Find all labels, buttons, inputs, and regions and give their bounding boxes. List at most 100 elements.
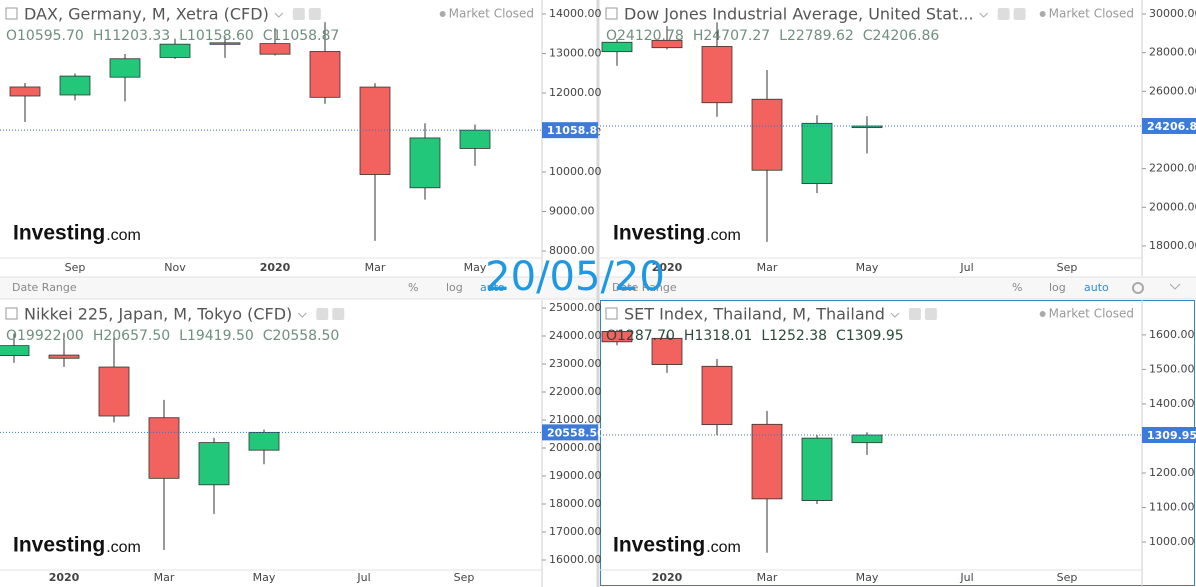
settings-gear[interactable] [1132,282,1144,294]
y-tick-label: 21000.00 [549,413,602,426]
candle-body [409,137,441,189]
y-tick-label: 18000.00 [1149,239,1196,252]
panel-icon [5,7,18,20]
toolbar-button[interactable]: auto [1084,281,1109,294]
dropdown-caret[interactable] [979,12,988,18]
x-tick-label: Jul [356,571,370,584]
candle-body [801,437,833,502]
candle-body [601,41,633,53]
y-tick-label: 18000.00 [549,497,602,510]
ohlc-legend: O1287.70 [606,328,675,344]
candle-body [651,39,683,49]
x-tick-label: 2020 [260,261,291,274]
candle-body [459,129,491,149]
y-tick-label: 8000.00 [549,244,595,257]
y-tick-label: 1200.00 [1149,466,1195,479]
last-price-label: 11058.87 [547,124,605,137]
ohlc-legend: O24120.78 [606,28,684,44]
x-tick-label: Sep [1057,571,1078,584]
candle-body [801,122,833,184]
x-tick-label: Jul [959,571,973,584]
y-tick-label: 13000.00 [549,46,602,59]
watermark: Investing [613,534,705,557]
x-tick-label: May [856,571,879,584]
y-tick-label: 1100.00 [1149,501,1195,514]
x-tick-label: Mar [365,261,386,274]
toolbar-button[interactable]: auto [480,281,505,294]
toolbar-button[interactable]: % [408,281,418,294]
x-tick-label: 2020 [49,571,80,584]
dropdown-caret[interactable] [297,312,307,318]
toolbar-button[interactable]: % [1012,281,1022,294]
y-tick-label: 9000.00 [549,205,595,218]
x-tick-label: May [856,261,879,274]
candle-body [109,58,141,78]
status-dot [1039,11,1046,17]
candle-body [309,51,341,98]
settings-icon[interactable] [308,8,321,20]
candle-body [601,331,633,343]
x-tick-label: Sep [1057,261,1078,274]
y-tick-label: 28000.00 [1149,46,1196,59]
y-tick-label: 26000.00 [1149,84,1196,97]
toolbar-button[interactable]: log [446,281,463,294]
y-tick-label: 1400.00 [1149,397,1195,410]
last-price-label: 1309.95 [1147,429,1196,442]
market-status: Market Closed [1049,7,1134,21]
candle-body [359,86,391,175]
x-tick-label: Sep [454,571,475,584]
settings-icon[interactable] [924,308,937,320]
settings-icon[interactable] [332,308,345,320]
panel-icon [605,7,618,20]
ohlc-legend: H24707.27 [693,28,770,44]
ohlc-legend: C20558.50 [263,328,340,344]
candle-body [751,423,783,500]
x-tick-label: Sep [65,261,86,274]
toolbar-label[interactable]: Date Range [12,281,77,294]
candle-body [209,42,241,45]
x-tick-label: 2020 [652,571,683,584]
ohlc-legend: O19922.00 [6,328,84,344]
x-tick-label: May [464,261,487,274]
chart-title: SET Index, Thailand, M, Thailand [624,305,885,324]
last-price-tag [542,122,598,139]
x-tick-label: Jul [959,261,973,274]
y-tick-label: 14000.00 [549,7,602,20]
settings-icon[interactable] [316,308,329,320]
settings-icon[interactable] [1013,8,1026,20]
y-tick-label: 22000.00 [1149,162,1196,175]
settings-icon[interactable] [292,8,305,20]
chart-title: DAX, Germany, M, Xetra (CFD) [24,5,269,24]
settings-icon[interactable] [997,8,1010,20]
ohlc-legend: H20657.50 [93,328,170,344]
dropdown-caret[interactable] [890,312,900,318]
watermark: .com [706,227,741,244]
candle-body [259,43,291,55]
market-status: Market Closed [1049,307,1134,321]
watermark: Investing [13,222,105,245]
last-price-tag [1142,117,1196,134]
candle-body [59,75,91,96]
overlay-date: 20/05/20 [485,254,665,300]
ohlc-legend: H1318.01 [684,328,752,344]
last-price-tag [542,424,598,441]
y-tick-label: 20000.00 [549,441,602,454]
panel-icon [605,307,618,320]
settings-icon[interactable] [908,308,921,320]
ohlc-legend: O10595.70 [6,28,84,44]
ohlc-legend: L10158.60 [179,28,254,44]
candle-body [701,46,733,104]
y-tick-label: 1500.00 [1149,362,1195,375]
chart-title: Nikkei 225, Japan, M, Tokyo (CFD) [24,305,292,324]
y-tick-label: 16000.00 [549,553,602,566]
toolbar-label[interactable]: Date Range [612,281,677,294]
expand-icon[interactable] [1169,283,1181,290]
x-tick-label: May [253,571,276,584]
y-tick-label: 12000.00 [549,86,602,99]
dropdown-caret[interactable] [274,12,284,18]
ohlc-legend: C11058.87 [263,28,340,44]
toolbar-button[interactable]: log [1049,281,1066,294]
last-price-label: 24206.86 [1147,120,1196,133]
